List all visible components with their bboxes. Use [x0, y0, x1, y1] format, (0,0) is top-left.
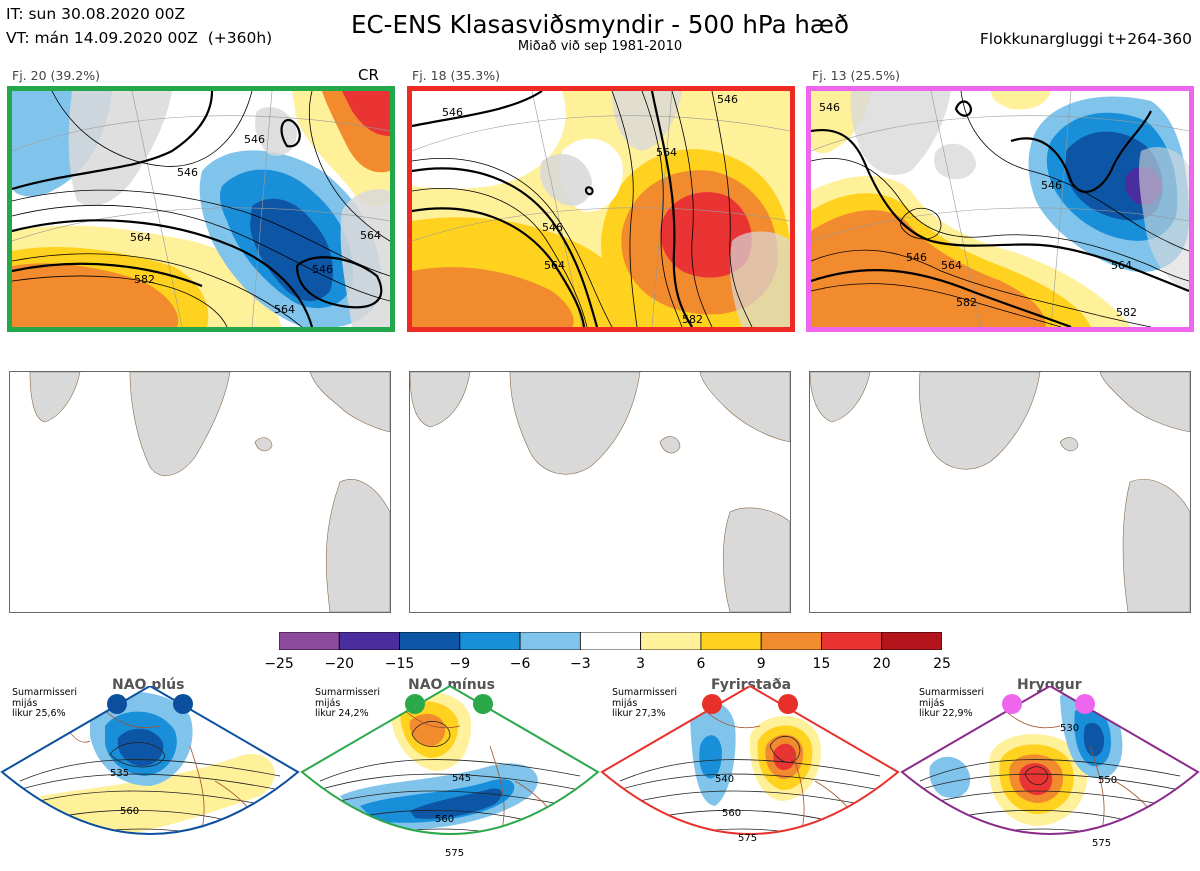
- init-time: IT: sun 30.08.2020 00Z: [6, 5, 186, 23]
- regime-nao-plus: 535 560: [0, 686, 300, 870]
- regime-contour-label: 575: [738, 833, 757, 844]
- regime-1-dot-left: [107, 694, 127, 714]
- contour-label: 546: [177, 166, 198, 179]
- regime-2-dot-right: [473, 694, 493, 714]
- colorbar-tick-label: −25: [264, 656, 294, 672]
- colorbar-tick-label: −20: [324, 656, 355, 672]
- contour-label: 564: [656, 146, 677, 159]
- regime-blocking: 540 560 575: [600, 686, 900, 870]
- contour-label: 564: [360, 229, 381, 242]
- cluster-3-label: Fj. 13 (25.5%): [812, 68, 900, 83]
- regime-nao-minus: 545 560 575: [300, 686, 600, 870]
- cluster-2-map: 546 564 546 564 582 546: [407, 86, 795, 332]
- cluster-1-tag: CR: [358, 66, 379, 84]
- regime-contour-label: 560: [435, 814, 454, 825]
- colorbar: [278, 631, 943, 651]
- colorbar-tick-label: −15: [384, 656, 415, 672]
- regime-2-note: Sumarmisseri mijás likur 24,2%: [315, 687, 381, 719]
- regime-contour-label: 575: [445, 848, 464, 859]
- colorbar-tick-label: −6: [509, 656, 531, 672]
- regime-contour-label: 535: [110, 768, 129, 779]
- contour-label: 546: [819, 101, 840, 114]
- regime-contour-label: 575: [1092, 838, 1111, 849]
- contour-label: 564: [941, 259, 962, 272]
- regime-3-dot-left: [702, 694, 722, 714]
- regime-3-title: Fyrirstaða: [711, 677, 792, 693]
- regime-3-dot-right: [778, 694, 798, 714]
- regime-contour-label: 540: [715, 774, 734, 785]
- regime-contour-label: 560: [722, 808, 741, 819]
- regime-4-title: Hryggur: [1017, 677, 1082, 693]
- regime-4-note: Sumarmisseri mijás likur 22,9%: [919, 687, 985, 719]
- colorbar-swatch: [519, 631, 581, 651]
- cluster-1-label: Fj. 20 (39.2%): [12, 68, 100, 83]
- base-map-2: [409, 371, 791, 613]
- regime-contour-label: 545: [452, 773, 471, 784]
- colorbar-swatch: [278, 631, 340, 651]
- colorbar-tick-label: −3: [570, 656, 591, 672]
- regime-4-dot-right: [1075, 694, 1095, 714]
- cluster-1-map: 546 546 564 582 564 546 564: [7, 86, 395, 332]
- colorbar-swatch: [640, 631, 702, 651]
- colorbar-swatch: [821, 631, 883, 651]
- colorbar-swatch: [881, 631, 943, 651]
- colorbar-tick-label: −9: [449, 656, 471, 672]
- regime-4-dot-left: [1002, 694, 1022, 714]
- regime-contour-label: 560: [120, 806, 139, 817]
- contour-label: 582: [956, 296, 977, 309]
- colorbar-swatch: [399, 631, 461, 651]
- regime-3-note: Sumarmisseri mijás likur 27,3%: [612, 687, 678, 719]
- valid-time: VT: mán 14.09.2020 00Z (+360h): [6, 29, 273, 47]
- colorbar-tick-label: 15: [812, 656, 831, 672]
- colorbar-tick-label: 3: [636, 656, 646, 672]
- contour-label: 546: [1041, 179, 1062, 192]
- contour-label: 564: [274, 303, 295, 316]
- contour-label: 564: [130, 231, 151, 244]
- contour-label: 546: [542, 221, 563, 234]
- contour-label: 582: [134, 273, 155, 286]
- regime-2-title: NAO mínus: [408, 677, 495, 693]
- colorbar-swatch: [700, 631, 762, 651]
- colorbar-swatch: [459, 631, 521, 651]
- regime-contour-label: 530: [1060, 723, 1079, 734]
- regime-ridge: 530 550 575: [900, 686, 1200, 870]
- colorbar-tick-label: 6: [696, 656, 706, 672]
- cluster-2-label: Fj. 18 (35.3%): [412, 68, 500, 83]
- page-subtitle: Miðað við sep 1981-2010: [517, 39, 683, 54]
- contour-label: 546: [442, 106, 463, 119]
- regime-contour-label: 550: [1098, 775, 1117, 786]
- colorbar-tick-label: 9: [756, 656, 766, 672]
- contour-label: 546: [717, 93, 738, 106]
- contour-label: 546: [244, 133, 265, 146]
- base-map-3: [809, 371, 1191, 613]
- contour-label: 582: [682, 313, 703, 326]
- colorbar-tick-label: 25: [933, 656, 951, 672]
- regime-2-dot-left: [405, 694, 425, 714]
- base-map-1: [9, 371, 391, 613]
- title-block: EC-ENS Klasasviðsmyndir - 500 hPa hæð Mi…: [300, 10, 900, 54]
- colorbar-swatch: [760, 631, 822, 651]
- contour-label: 546: [906, 251, 927, 264]
- colorbar-swatch: [338, 631, 400, 651]
- colorbar-swatch: [579, 631, 642, 651]
- regime-1-note: Sumarmisseri mijás likur 25,6%: [12, 687, 78, 719]
- classification-window: Flokkunargluggi t+264-360: [979, 30, 1192, 48]
- regime-1-dot-right: [173, 694, 193, 714]
- contour-label: 564: [1111, 259, 1132, 272]
- regime-1-title: NAO plús: [112, 677, 185, 693]
- page-title: EC-ENS Klasasviðsmyndir - 500 hPa hæð: [351, 10, 849, 39]
- contour-label: 564: [544, 259, 565, 272]
- cluster-3-map: 546 546 564 582 564 582 546: [806, 86, 1194, 332]
- contour-label: 582: [1116, 306, 1137, 319]
- contour-label: 546: [312, 263, 333, 276]
- colorbar-tick-label: 20: [872, 656, 891, 672]
